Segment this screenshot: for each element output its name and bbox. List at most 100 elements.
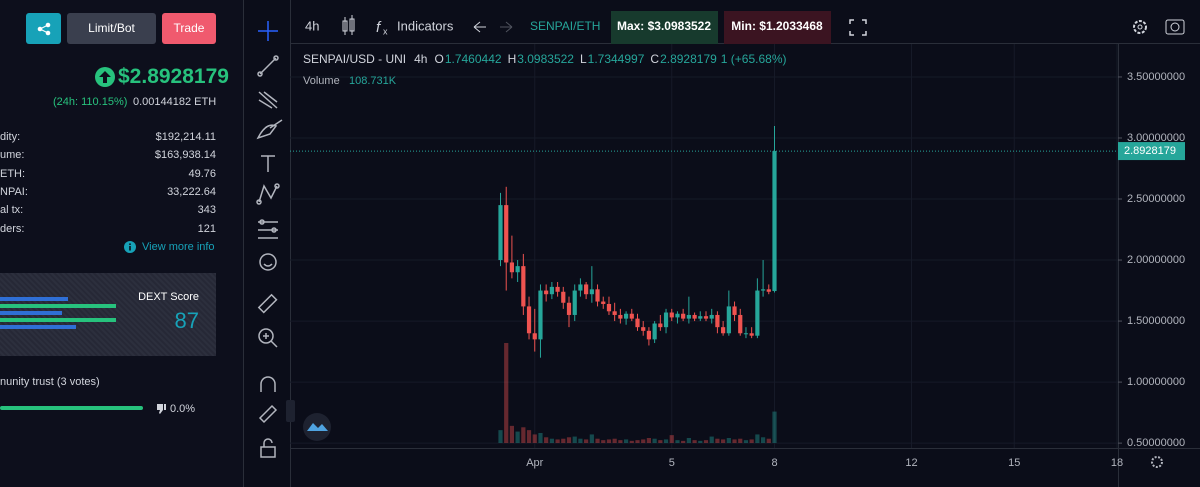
prediction-tool[interactable] [258, 219, 278, 239]
stat-label: dity: [0, 131, 21, 143]
min-box [724, 11, 831, 44]
volume-bar [772, 411, 777, 443]
text-tool[interactable] [261, 155, 275, 172]
candle-body [698, 316, 703, 319]
candle-body [498, 205, 503, 261]
candle-body [509, 262, 515, 273]
score-value: 87 [174, 308, 199, 333]
panel-bg [243, 0, 1200, 487]
undo-button[interactable] [473, 21, 486, 33]
share-button[interactable] [26, 13, 61, 44]
candle-body [612, 311, 617, 315]
volume-bar [544, 437, 549, 443]
trust-label: nunity trust (3 votes) [0, 376, 100, 388]
candle-body [738, 314, 743, 334]
volume-bar [595, 438, 600, 443]
indicators-button[interactable]: Indicators [397, 18, 454, 33]
volume-bar [549, 438, 554, 443]
volume-bar [572, 436, 577, 443]
score-label: DEXT Score [138, 291, 199, 303]
pattern-tool[interactable] [256, 183, 280, 205]
volume-bar [646, 438, 652, 443]
candle-body [561, 291, 566, 303]
volume-bar [749, 439, 754, 443]
stat-label: ume: [0, 149, 25, 162]
legend-value: 1.7344997 [588, 52, 645, 66]
stat-label: NPAI: [0, 185, 28, 198]
candle-body [726, 306, 731, 334]
line-tool[interactable] [257, 55, 279, 77]
fx-icon: f [376, 19, 382, 36]
volume-bar [755, 434, 760, 443]
volume-bar [532, 434, 537, 443]
volume-bar [641, 439, 646, 443]
max-box [611, 11, 718, 44]
stat-label: al tx: [0, 204, 24, 217]
fullscreen-button[interactable] [849, 19, 867, 36]
change-24h: (24h: 110.15%) [53, 96, 128, 108]
stat-value: 121 [197, 222, 216, 235]
volume-bar [555, 439, 560, 443]
interval-button[interactable]: 4h [305, 18, 319, 33]
volume-bar [709, 436, 714, 443]
emoji-tool[interactable] [259, 253, 277, 271]
candle-body [555, 286, 560, 292]
volume-bar [618, 440, 623, 443]
min-label: Min: $1.2033468 [731, 19, 823, 33]
candle-body [526, 306, 532, 334]
candle-body [504, 205, 509, 263]
x-tick-label: 5 [669, 457, 675, 469]
chart-type-button[interactable] [342, 15, 355, 35]
candle-body [686, 314, 691, 319]
redo-button[interactable] [500, 21, 513, 33]
settings-button[interactable] [1133, 20, 1147, 34]
trade-button[interactable]: Trade [162, 13, 216, 44]
view-more-link[interactable]: View more info [142, 241, 215, 253]
candle-body [538, 290, 543, 340]
pair-button[interactable]: SENPAI/ETH [530, 19, 600, 33]
brush-tool[interactable] [256, 119, 283, 140]
collapse-handle[interactable] [286, 400, 295, 422]
candle-body [669, 312, 674, 318]
volume-bar [760, 437, 766, 443]
legend-key: O [434, 52, 443, 66]
axis-settings[interactable] [1151, 456, 1163, 468]
crosshair-tool[interactable] [258, 21, 278, 41]
candle-body [760, 289, 766, 291]
legend-key: H [508, 52, 517, 66]
score-bar [0, 325, 76, 329]
legend-key: L [580, 52, 587, 66]
volume-bar [578, 438, 583, 443]
tool-icons [256, 21, 283, 458]
candle-body [578, 284, 583, 291]
candle-body [681, 313, 686, 319]
fib-tool[interactable] [258, 91, 278, 109]
lock-tool[interactable] [260, 438, 276, 458]
snapshot-button[interactable] [1165, 19, 1185, 35]
zoom-tool[interactable] [258, 328, 278, 348]
trust-down: 0.0% [170, 403, 196, 415]
x-tick-label: 18 [1111, 457, 1123, 469]
volume-bar [561, 438, 566, 443]
up-icon [95, 67, 115, 87]
candle-body [703, 316, 709, 319]
volume-bar [732, 439, 737, 443]
thumb-down-icon [157, 404, 166, 414]
legend: SENPAI/USD - UNI 4h O1.7460442 H3.0983522 L1… [303, 52, 787, 66]
volume-bar [692, 440, 697, 443]
x-tick-label: 12 [905, 457, 917, 469]
candle-body [755, 290, 760, 336]
sidebar: Limit/Bot Trade $2.8928179 (24h: 110.15%… [0, 0, 243, 487]
candle-body [675, 313, 680, 318]
limit-bot-button[interactable]: Limit/Bot [67, 13, 156, 44]
y-tick-label: 2.00000000 [1127, 254, 1185, 266]
volume-bar [766, 438, 771, 443]
measure-tool[interactable] [257, 293, 278, 314]
magnet-tool[interactable] [260, 376, 276, 392]
volume-bar [686, 438, 691, 443]
fx-icon: x [383, 26, 388, 36]
lock-draw-tool[interactable] [258, 404, 278, 424]
volume-bar [629, 440, 634, 443]
eth-price: 0.00144182 ETH [133, 96, 217, 108]
volume-bar [721, 439, 726, 443]
